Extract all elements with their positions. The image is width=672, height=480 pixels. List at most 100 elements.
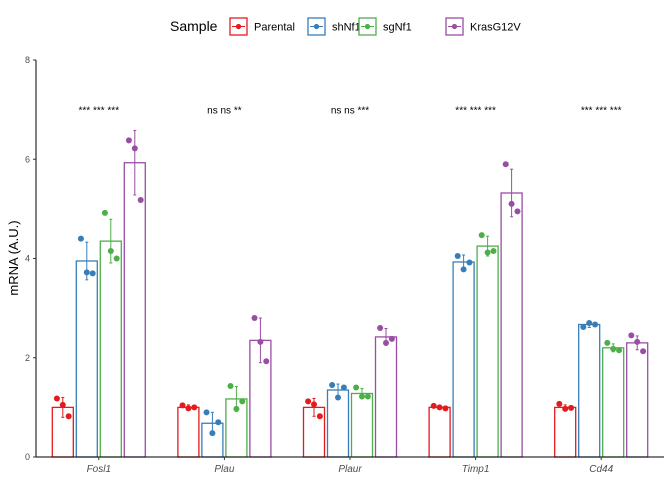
y-axis: 0 2 4 6 8 [25,55,37,462]
data-point [640,348,647,355]
x-tick-label: Timp1 [462,464,490,475]
significance-annotations: *** *** *** ns ns ** ns ns *** *** *** *** *… [79,106,622,117]
data-point [107,248,114,255]
legend-item-shnf1: shNf1 [307,17,361,36]
bar-group-fosl1-krasg12v [123,129,146,458]
bar-group-plau-sgnf1 [225,383,248,458]
significance-label: *** *** *** [79,106,120,117]
data-point [239,398,246,405]
data-point [502,161,509,168]
y-tick-label: 0 [25,452,30,462]
significance-label: ns ns *** [331,106,369,117]
data-point [65,413,72,420]
data-point [359,393,365,400]
significance-label: *** *** *** [581,106,622,117]
data-point [604,339,611,346]
data-point [634,338,641,345]
legend-item-parental: Parental [229,17,295,36]
y-tick-label: 8 [25,55,30,65]
bar-group-plaur-sgnf1 [350,384,374,458]
bar [578,323,601,458]
bar-group-timp1-krasg12v [500,161,523,458]
data-point [610,345,617,352]
bar [476,245,499,458]
data-point [113,255,120,262]
legend-key-point [313,23,320,30]
plot-area [51,129,649,458]
data-point [89,270,96,277]
x-tick-label: Plaur [338,464,362,475]
significance-label: *** *** *** [455,106,496,117]
bar-group-timp1-parental [428,402,451,458]
data-point [191,404,198,411]
data-point [478,232,485,239]
bar [99,240,122,458]
legend: Sample Parental shNf1 sgNf1 KrasG12V [170,17,521,36]
data-point [59,401,66,408]
bar-group-fosl1-parental [51,395,74,458]
data-point [335,394,341,401]
data-point [185,405,192,412]
bar-group-timp1-shnf1 [452,253,475,458]
data-point [442,405,449,412]
data-point [215,419,222,426]
data-point [466,259,473,266]
data-point [263,358,270,365]
bar-group-plaur-parental [302,397,326,458]
data-point [568,404,575,411]
bar [452,261,475,458]
bar [428,406,451,458]
x-tick-label: Plau [214,464,234,475]
legend-label: Parental [254,22,295,34]
data-point [340,384,347,391]
data-point [616,347,623,354]
data-point [353,384,360,391]
data-point [329,382,336,389]
data-point [383,339,389,346]
data-point [508,200,515,207]
bar [350,392,374,458]
y-axis-title: mRNA (A.U.) [6,220,21,295]
x-tick-label: Fosl1 [87,464,111,475]
significance-label: ns ns ** [207,106,242,117]
data-point [364,393,371,400]
bar-group-cd44-shnf1 [578,320,601,458]
data-point [251,315,258,322]
data-point [388,335,395,342]
data-point [562,405,569,412]
data-point [580,323,587,330]
data-point [628,332,635,339]
x-tick-label: Cd44 [589,464,613,475]
data-point [377,324,384,331]
bar-group-cd44-krasg12v [626,332,649,458]
bar-group-timp1-sgnf1 [476,232,499,458]
data-point [484,249,491,256]
data-point [233,405,240,412]
data-point [131,145,138,152]
data-point [227,383,234,390]
bar-group-fosl1-shnf1 [75,235,98,458]
bar [626,342,649,458]
legend-key-point [451,23,458,30]
bar [554,406,577,458]
legend-key-point [364,23,371,30]
legend-label: sgNf1 [383,22,412,34]
y-tick-label: 6 [25,154,30,164]
legend-label: shNf1 [332,22,361,34]
data-point [586,320,593,327]
bar [177,406,200,458]
data-point [53,395,60,402]
data-point [209,430,216,437]
bar [374,336,398,458]
bar [500,192,523,458]
data-point [125,137,132,144]
y-tick-label: 4 [25,254,30,264]
bar-group-plaur-krasg12v [374,324,398,458]
legend-item-sgnf1: sgNf1 [358,17,412,36]
legend-item-krasg12v: KrasG12V [445,17,521,36]
data-point [316,413,323,420]
legend-key-point [235,23,242,30]
x-axis: Fosl1 Plau Plaur Timp1 Cd44 [36,456,664,475]
data-point [305,398,312,405]
